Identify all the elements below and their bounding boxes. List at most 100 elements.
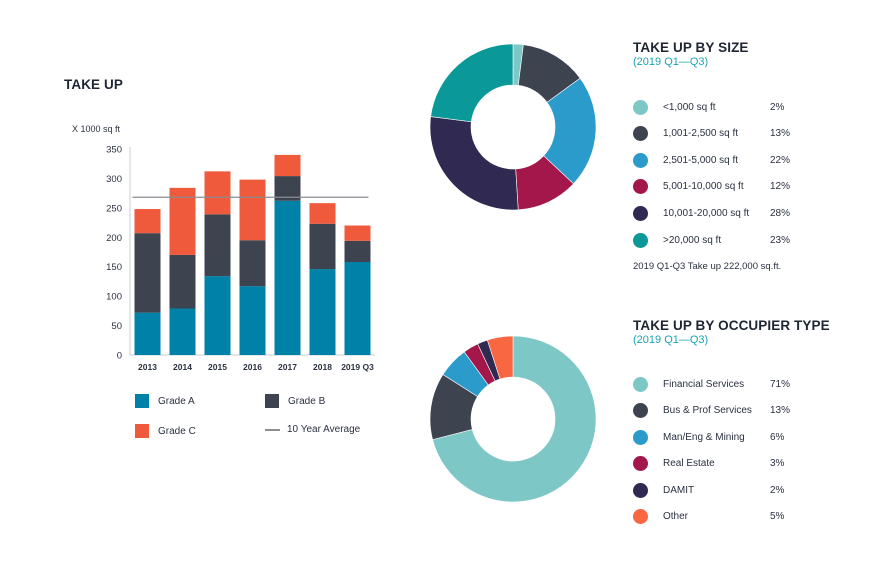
occupier-legend-label: Financial Services: [663, 378, 745, 390]
x-tick-label: 2016: [243, 362, 262, 372]
bar-grade-b-2016: [239, 240, 266, 287]
size-chart-subtitle: (2019 Q1—Q3): [633, 56, 709, 68]
x-tick-label: 2013: [138, 362, 157, 372]
occupier-legend-item-bus-prof-services: Bus & Prof Services 13%: [633, 403, 813, 419]
bar-grade-b-2015: [204, 214, 231, 277]
occupier-legend-dot-damit: [633, 482, 648, 498]
occupier-legend-item-other: Other 5%: [633, 509, 813, 525]
bar-grade-a-2015: [204, 276, 231, 355]
size-legend-label: >20,000 sq ft: [663, 234, 722, 246]
legend-label-ten-year-average: 10 Year Average: [287, 424, 361, 435]
size-slice-10-001-20-000-sq-ft: [429, 116, 519, 211]
bar-grade-c-2014: [169, 187, 196, 255]
occupier-legend-value: 13%: [770, 405, 791, 416]
occupier-legend-item-man-eng-mining: Man/Eng & Mining 6%: [633, 429, 813, 445]
occupier-slice-other: [486, 335, 514, 380]
size-legend-item-1-000-sq-ft: <1,000 sq ft 2%: [633, 99, 813, 115]
bar-grade-b-2014: [169, 254, 196, 309]
bar-grade-c-2013: [134, 209, 161, 234]
y-tick-label: 350: [106, 145, 122, 156]
size-legend-dot-20-000-sq-ft: [633, 232, 648, 248]
occupier-legend-label: Man/Eng & Mining: [663, 431, 745, 443]
size-slice-2-501-5-000-sq-ft: [543, 77, 597, 185]
size-legend-item-5-001-10-000-sq-ft: 5,001-10,000 sq ft 12%: [633, 179, 813, 195]
y-tick-label: 100: [106, 292, 122, 303]
occupier-legend-dot-bus-prof-services: [633, 403, 648, 418]
bar-grade-c-2018: [309, 203, 336, 224]
size-chart-note: 2019 Q1-Q3 Take up 222,000 sq.ft.: [633, 261, 782, 272]
size-legend-dot-10-001-20-000-sq-ft: [633, 205, 648, 221]
legend-item-ten-year-average: 10 Year Average: [265, 424, 360, 435]
bar-grade-a-2017: [274, 200, 301, 355]
size-legend-item-10-001-20-000-sq-ft: 10,001-20,000 sq ft 28%: [633, 205, 813, 221]
bar-grade-a-2013: [134, 312, 161, 355]
occupier-legend-value: 2%: [770, 484, 785, 496]
x-tick-label: 2017: [278, 362, 297, 372]
size-legend-value: 22%: [770, 154, 791, 166]
legend-label-grade-a: Grade A: [158, 395, 195, 407]
bar-grade-c-2015: [204, 171, 231, 215]
size-legend-item-20-000-sq-ft: >20,000 sq ft 23%: [633, 232, 813, 248]
legend-label-grade-b: Grade B: [288, 395, 326, 407]
size-legend-dot-1-000-sq-ft: [633, 99, 648, 115]
legend-item-grade-c: Grade C: [135, 424, 196, 438]
x-tick-label: 2018: [313, 362, 332, 372]
size-legend-label: <1,000 sq ft: [663, 101, 716, 113]
occupier-legend-value: 71%: [770, 378, 791, 390]
occupier-legend-item-real-estate: Real Estate 3%: [633, 456, 813, 472]
bar-grade-a-2016: [239, 286, 266, 355]
legend-item-grade-b: Grade B: [265, 394, 325, 408]
y-tick-label: 300: [106, 174, 122, 185]
y-tick-label: 250: [106, 203, 122, 214]
occupier-legend-label: Bus & Prof Services: [663, 405, 752, 416]
y-tick-label: 150: [106, 262, 122, 273]
bar-grade-b-2018: [309, 223, 336, 270]
legend-line-ten-year-average: [265, 428, 280, 431]
occupier-legend-value: 6%: [770, 431, 785, 443]
size-legend-value: 13%: [770, 128, 791, 140]
occupier-slice-financial-services: [432, 335, 597, 503]
size-legend-item-1-001-2-500-sq-ft: 1,001-2,500 sq ft 13%: [633, 126, 813, 142]
size-chart-title: TAKE UP BY SIZE: [633, 40, 749, 55]
size-legend-value: 12%: [770, 181, 791, 193]
bar-grade-b-2019-q3: [344, 240, 371, 263]
x-tick-label: 2014: [173, 362, 192, 372]
occupier-legend-label: DAMIT: [663, 484, 695, 496]
occupier-legend-dot-other: [633, 509, 648, 524]
size-slice-20-000-sq-ft: [430, 43, 514, 123]
occupier-chart-subtitle: (2019 Q1—Q3): [633, 334, 709, 346]
size-legend-label: 5,001-10,000 sq ft: [663, 181, 744, 193]
size-legend-item-2-501-5-000-sq-ft: 2,501-5,000 sq ft 22%: [633, 152, 813, 168]
size-legend-dot-2-501-5-000-sq-ft: [633, 152, 648, 168]
occupier-legend-item-damit: DAMIT 2%: [633, 482, 813, 498]
occupier-legend-value: 5%: [770, 511, 785, 522]
size-legend-label: 10,001-20,000 sq ft: [663, 207, 750, 219]
x-tick-label: 2015: [208, 362, 227, 372]
occupier-legend-label: Real Estate: [663, 458, 715, 469]
size-legend-label: 1,001-2,500 sq ft: [663, 128, 739, 140]
legend-swatch-grade-b: [265, 394, 279, 408]
size-legend-label: 2,501-5,000 sq ft: [663, 154, 739, 166]
occupier-legend-value: 3%: [770, 458, 785, 469]
occupier-chart-title: TAKE UP BY OCCUPIER TYPE: [633, 318, 830, 333]
occupier-legend-dot-man-eng-mining: [633, 429, 648, 445]
size-legend-dot-1-001-2-500-sq-ft: [633, 126, 648, 142]
occupier-legend-dot-real-estate: [633, 456, 648, 471]
bar-grade-a-2019-q3: [344, 262, 371, 355]
x-tick-label: 2019 Q3: [341, 362, 374, 372]
size-legend-value: 28%: [770, 207, 791, 219]
size-legend-dot-5-001-10-000-sq-ft: [633, 179, 648, 195]
bar-grade-a-2018: [309, 269, 336, 355]
bar-grade-c-2016: [239, 179, 266, 241]
bar-grade-a-2014: [169, 308, 196, 355]
occupier-legend-item-financial-services: Financial Services 71%: [633, 376, 813, 392]
legend-swatch-grade-a: [135, 394, 149, 408]
legend-item-grade-a: Grade A: [135, 394, 195, 408]
legend-swatch-grade-c: [135, 424, 149, 438]
bar-chart-title: TAKE UP: [64, 77, 123, 92]
y-tick-label: 200: [106, 233, 122, 244]
bar-grade-c-2017: [274, 154, 301, 177]
